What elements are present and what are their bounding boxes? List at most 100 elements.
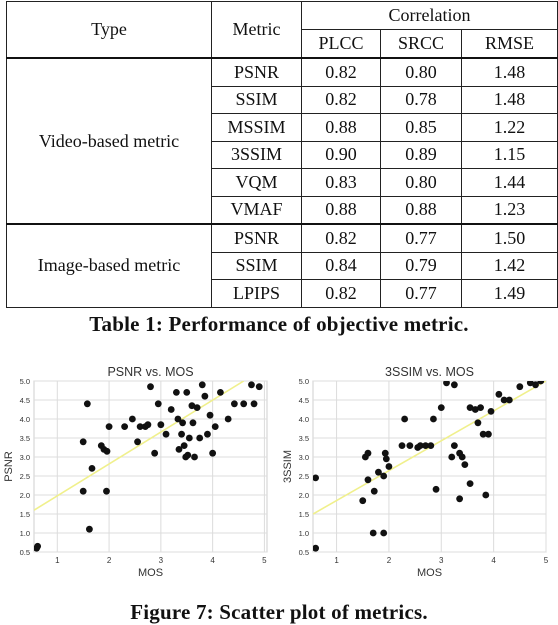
table-row: VQM 0.83 0.80 1.44	[7, 168, 558, 197]
data-point	[180, 442, 188, 449]
data-point	[230, 400, 238, 408]
header-metric: Metric	[211, 1, 302, 59]
y-tick-label: 3.5	[20, 434, 30, 443]
data-point	[380, 472, 388, 480]
x-tick-label: 3	[439, 556, 444, 565]
plcc-cell: 0.82	[301, 223, 381, 253]
data-point	[134, 438, 141, 446]
y-tick-label: 2.5	[20, 472, 30, 481]
header-plcc: PLCC	[301, 29, 381, 59]
group-type-label: Video-based metric	[6, 57, 212, 225]
data-point	[175, 446, 183, 453]
plcc-cell: 0.82	[301, 85, 381, 114]
plcc-cell: 0.88	[301, 113, 381, 142]
y-tick-label: 5.0	[20, 377, 30, 386]
plcc-cell: 0.88	[301, 195, 381, 225]
srcc-cell: 0.85	[380, 113, 462, 142]
data-point	[485, 430, 492, 438]
y-tick-label: 1.5	[20, 510, 30, 519]
data-point	[466, 404, 474, 411]
data-point	[121, 423, 129, 430]
data-point	[495, 390, 503, 398]
table-row: SSIM 0.82 0.78 1.48	[7, 85, 558, 114]
rmse-cell: 1.44	[461, 168, 558, 197]
data-point	[128, 415, 136, 423]
y-tick-label: 4.5	[299, 396, 309, 405]
data-point	[151, 449, 159, 457]
data-point	[196, 434, 204, 442]
data-point	[437, 404, 445, 411]
header-correlation: Correlation	[301, 1, 558, 30]
x-tick-label: 1	[334, 556, 339, 565]
plcc-cell: 0.82	[301, 279, 381, 308]
y-tick-label: 0.5	[20, 548, 30, 557]
plcc-cell: 0.83	[301, 168, 381, 197]
data-point	[154, 400, 162, 408]
data-point	[450, 442, 458, 449]
metric-cell: 3SSIM	[211, 140, 302, 169]
metric-cell: SSIM	[211, 251, 302, 280]
psnr-scatter-chart: 0.5 1.0 1.5 2.0 2.5 3.0 3.5 4.0 4.5 5.0 1 2 3 4 5 PSNR …	[0, 360, 279, 590]
y-tick-label: 4.0	[299, 415, 309, 424]
header-rmse: RMSE	[461, 29, 558, 59]
3ssim-scatter-svg: 0.5 1.0 1.5 2.0 2.5 3.0 3.5 4.0 4.5 5.0 1 2 3 4 5 3SSIM…	[282, 365, 549, 579]
plcc-cell: 0.90	[301, 140, 381, 169]
table-header-row-2: PLCC SRCC RMSE	[7, 29, 558, 59]
y-tick-label: 2.0	[299, 491, 309, 500]
data-point	[500, 396, 508, 404]
x-tick-label: 2	[387, 556, 392, 565]
data-point	[505, 396, 513, 404]
chart-title: 3SSIM vs. MOS	[385, 365, 474, 379]
data-point	[526, 381, 534, 387]
data-point	[193, 404, 201, 411]
data-point	[34, 542, 42, 550]
data-point	[474, 419, 482, 427]
table-caption: Table 1: Performance of objective metric…	[89, 312, 469, 336]
data-point	[86, 525, 93, 533]
data-point	[136, 423, 144, 430]
data-point	[79, 487, 87, 495]
y-tick-label: 3.0	[20, 453, 30, 462]
data-point	[380, 529, 388, 537]
metric-cell: VQM	[211, 168, 302, 197]
srcc-cell: 0.80	[380, 168, 462, 197]
y-tick-label: 4.5	[20, 396, 30, 405]
plcc-cell: 0.84	[301, 251, 381, 280]
data-point	[370, 487, 378, 495]
x-tick-label: 3	[159, 556, 164, 565]
header-type: Type	[6, 1, 212, 59]
data-point	[406, 442, 414, 449]
data-point	[83, 400, 91, 408]
x-tick-label: 5	[544, 556, 549, 565]
metric-cell: PSNR	[211, 57, 302, 87]
srcc-cell: 0.80	[380, 57, 462, 87]
srcc-cell: 0.89	[380, 140, 462, 169]
srcc-cell: 0.77	[380, 223, 462, 253]
y-tick-label: 4.0	[20, 415, 30, 424]
data-point	[537, 381, 545, 385]
y-tick-label: 2.5	[299, 472, 309, 481]
table-row: Image-based metric PSNR 0.82 0.77 1.50	[6, 223, 558, 308]
data-point	[198, 381, 206, 389]
rmse-cell: 1.15	[461, 140, 558, 169]
data-point	[250, 400, 258, 408]
data-point	[313, 474, 320, 482]
y-tick-label: 1.5	[299, 510, 309, 519]
y-tick-label: 1.0	[20, 529, 30, 538]
data-point	[401, 415, 409, 423]
y-axis-label: 3SSIM	[282, 450, 294, 483]
data-point	[461, 461, 469, 468]
data-point	[382, 455, 390, 463]
data-point	[364, 449, 372, 457]
x-axis-label: MOS	[138, 567, 163, 579]
y-tick-label: 0.5	[299, 548, 309, 557]
data-point	[427, 442, 435, 449]
srcc-cell: 0.79	[380, 251, 462, 280]
data-point	[432, 485, 440, 493]
x-tick-label: 4	[210, 556, 215, 565]
data-point	[456, 495, 464, 503]
rmse-cell: 1.22	[461, 113, 558, 142]
srcc-cell: 0.78	[380, 85, 462, 114]
metric-cell: MSSIM	[211, 113, 302, 142]
data-point	[487, 408, 495, 415]
